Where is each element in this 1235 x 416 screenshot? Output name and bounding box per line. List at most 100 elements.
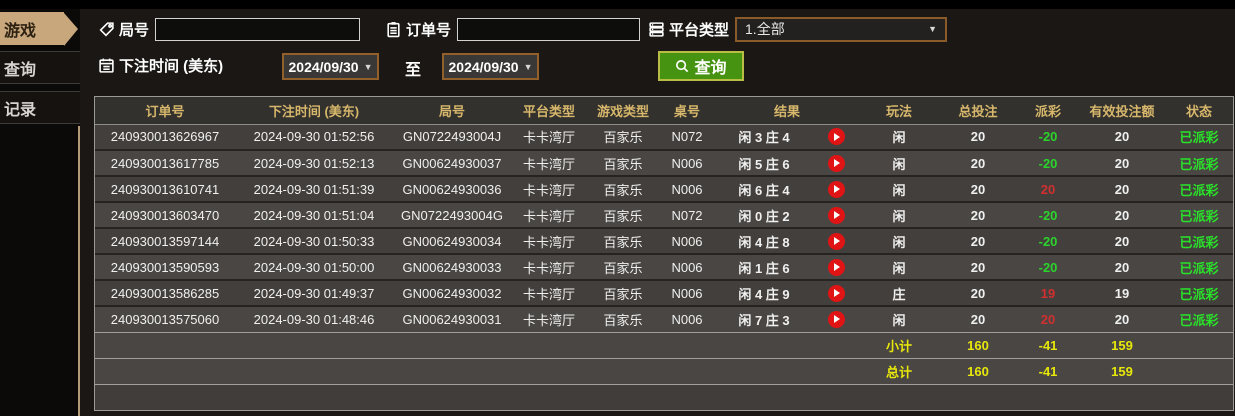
cell-game-type: 百家乐 <box>587 201 659 228</box>
col-header-result: 结果 <box>715 97 860 125</box>
col-header-order: 订单号 <box>95 97 235 125</box>
chevron-down-icon: ▼ <box>523 61 533 72</box>
cell-valid-bet: 20 <box>1114 129 1130 145</box>
cell-result: 闲 4 庄 9 <box>715 279 813 306</box>
cell-total-bet: 20 <box>939 305 1018 332</box>
cell-play-type: 闲 <box>859 227 940 254</box>
cell-game-type: 百家乐 <box>587 149 659 176</box>
cell-platform: 卡卡湾厅 <box>511 149 587 176</box>
col-header-total-bet: 总投注 <box>939 97 1018 125</box>
play-icon[interactable] <box>827 128 845 146</box>
cell-valid-bet: 19 <box>1079 279 1166 306</box>
cell-round: GN00624930032 <box>393 279 511 306</box>
bet-time-group: 下注时间 (美东) <box>98 51 229 79</box>
table-row: 240930013597144 2024-09-30 01:50:33 GN00… <box>95 227 1234 254</box>
cell-platform: 卡卡湾厅 <box>511 253 587 280</box>
sidebar-item-query[interactable]: 查询 <box>0 51 80 84</box>
sidebar-item-query-label: 查询 <box>4 61 37 79</box>
col-header-play-type: 玩法 <box>859 97 940 125</box>
play-icon[interactable] <box>827 310 845 328</box>
query-button-label: 查询 <box>694 60 727 77</box>
cell-table-no: N006 <box>659 175 715 202</box>
sidebar: 游戏 查询 记录 <box>0 9 80 416</box>
cell-order: 240930013597144 <box>95 227 235 254</box>
cell-bet-time: 2024-09-30 01:51:39 <box>235 175 393 202</box>
round-filter-group: 局号 <box>98 15 361 43</box>
cell-platform: 卡卡湾厅 <box>511 227 587 254</box>
date-from-value: 2024/09/30 <box>288 58 359 75</box>
total-spacer <box>95 357 860 385</box>
col-header-status: 状态 <box>1165 97 1234 125</box>
cell-status: 已派彩 <box>1165 305 1234 332</box>
cell-result: 闲 3 庄 4 <box>738 130 790 146</box>
subtotal-payout: -41 <box>1017 331 1080 358</box>
cell-total-bet: 20 <box>939 279 1018 306</box>
cell-total-bet: 20 <box>970 129 986 145</box>
cell-valid-bet: 20 <box>1079 201 1166 228</box>
cell-bet-time: 2024-09-30 01:51:04 <box>235 201 393 228</box>
cell-status: 已派彩 <box>1165 149 1234 176</box>
query-button[interactable]: 查询 <box>658 51 744 81</box>
cell-play-type: 闲 <box>859 149 940 176</box>
cell-order: 240930013590593 <box>95 253 235 280</box>
cell-replay <box>813 124 859 150</box>
cell-payout: 19 <box>1017 279 1080 306</box>
cell-play-type: 闲 <box>892 130 906 146</box>
cell-round: GN0722493004J <box>402 129 502 145</box>
chevron-down-icon: ▼ <box>363 61 373 72</box>
order-input[interactable] <box>457 17 641 41</box>
cell-order: 240930013610741 <box>95 175 235 202</box>
table-row: 240930013603470 2024-09-30 01:51:04 GN07… <box>95 201 1234 228</box>
sidebar-item-game[interactable]: 游戏 <box>0 12 78 46</box>
cell-payout: -20 <box>1017 253 1080 280</box>
cell-play-type: 闲 <box>859 201 940 228</box>
total-label: 总计 <box>859 357 940 385</box>
calendar-icon <box>98 57 115 74</box>
cell-valid-bet: 20 <box>1079 305 1166 332</box>
col-header-game-type: 游戏类型 <box>587 97 659 125</box>
play-icon[interactable] <box>827 284 845 302</box>
cell-status: 已派彩 <box>1165 279 1234 306</box>
cell-play-type: 闲 <box>859 175 940 202</box>
cell-total-bet: 20 <box>939 253 1018 280</box>
cell-replay <box>813 175 860 202</box>
sidebar-item-records[interactable]: 记录 <box>0 91 80 124</box>
cell-payout: -20 <box>1017 149 1080 176</box>
play-icon[interactable] <box>827 154 845 172</box>
platform-selected-value: 1.全部 <box>745 21 785 37</box>
cell-result: 闲 4 庄 8 <box>715 227 813 254</box>
round-input[interactable] <box>155 17 361 41</box>
date-from-picker[interactable]: 2024/09/30 ▼ <box>282 53 379 80</box>
total-total-bet: 160 <box>939 357 1018 385</box>
subtotal-label: 小计 <box>859 331 940 358</box>
play-icon[interactable] <box>827 232 845 250</box>
cell-order: 240930013603470 <box>95 201 235 228</box>
play-icon[interactable] <box>827 206 845 224</box>
play-icon[interactable] <box>827 258 845 276</box>
col-header-valid-bet: 有效投注额 <box>1079 97 1166 125</box>
search-icon <box>675 59 690 74</box>
table-body: 240930013626967 2024-09-30 01:52:56 GN07… <box>95 124 1234 332</box>
cell-result: 闲 0 庄 2 <box>715 201 813 228</box>
date-to-picker[interactable]: 2024/09/30 ▼ <box>442 53 539 80</box>
cell-replay <box>813 305 860 332</box>
cell-round: GN00624930033 <box>393 253 511 280</box>
cell-bet-time: 2024-09-30 01:50:00 <box>235 253 393 280</box>
cell-bet-time: 2024-09-30 01:52:13 <box>235 149 393 176</box>
cell-payout: -20 <box>1017 227 1080 254</box>
platform-list-icon <box>648 21 665 38</box>
play-icon[interactable] <box>827 180 845 198</box>
cell-platform: 卡卡湾厅 <box>511 201 587 228</box>
date-range-to-label: 至 <box>405 62 422 79</box>
cell-platform: 卡卡湾厅 <box>511 279 587 306</box>
cell-game-type: 百家乐 <box>587 253 659 280</box>
cell-status: 已派彩 <box>1165 227 1234 254</box>
cell-order: 240930013617785 <box>95 149 235 176</box>
cell-play-type: 闲 <box>859 253 940 280</box>
cell-valid-bet: 20 <box>1079 149 1166 176</box>
platform-select[interactable]: 1.全部 ▼ <box>735 16 948 42</box>
total-row: 总计 160 -41 159 <box>95 357 1234 385</box>
cell-round: GN00624930036 <box>393 175 511 202</box>
table-row: 240930013590593 2024-09-30 01:50:00 GN00… <box>95 253 1234 280</box>
table-row: 240930013575060 2024-09-30 01:48:46 GN00… <box>95 305 1234 332</box>
